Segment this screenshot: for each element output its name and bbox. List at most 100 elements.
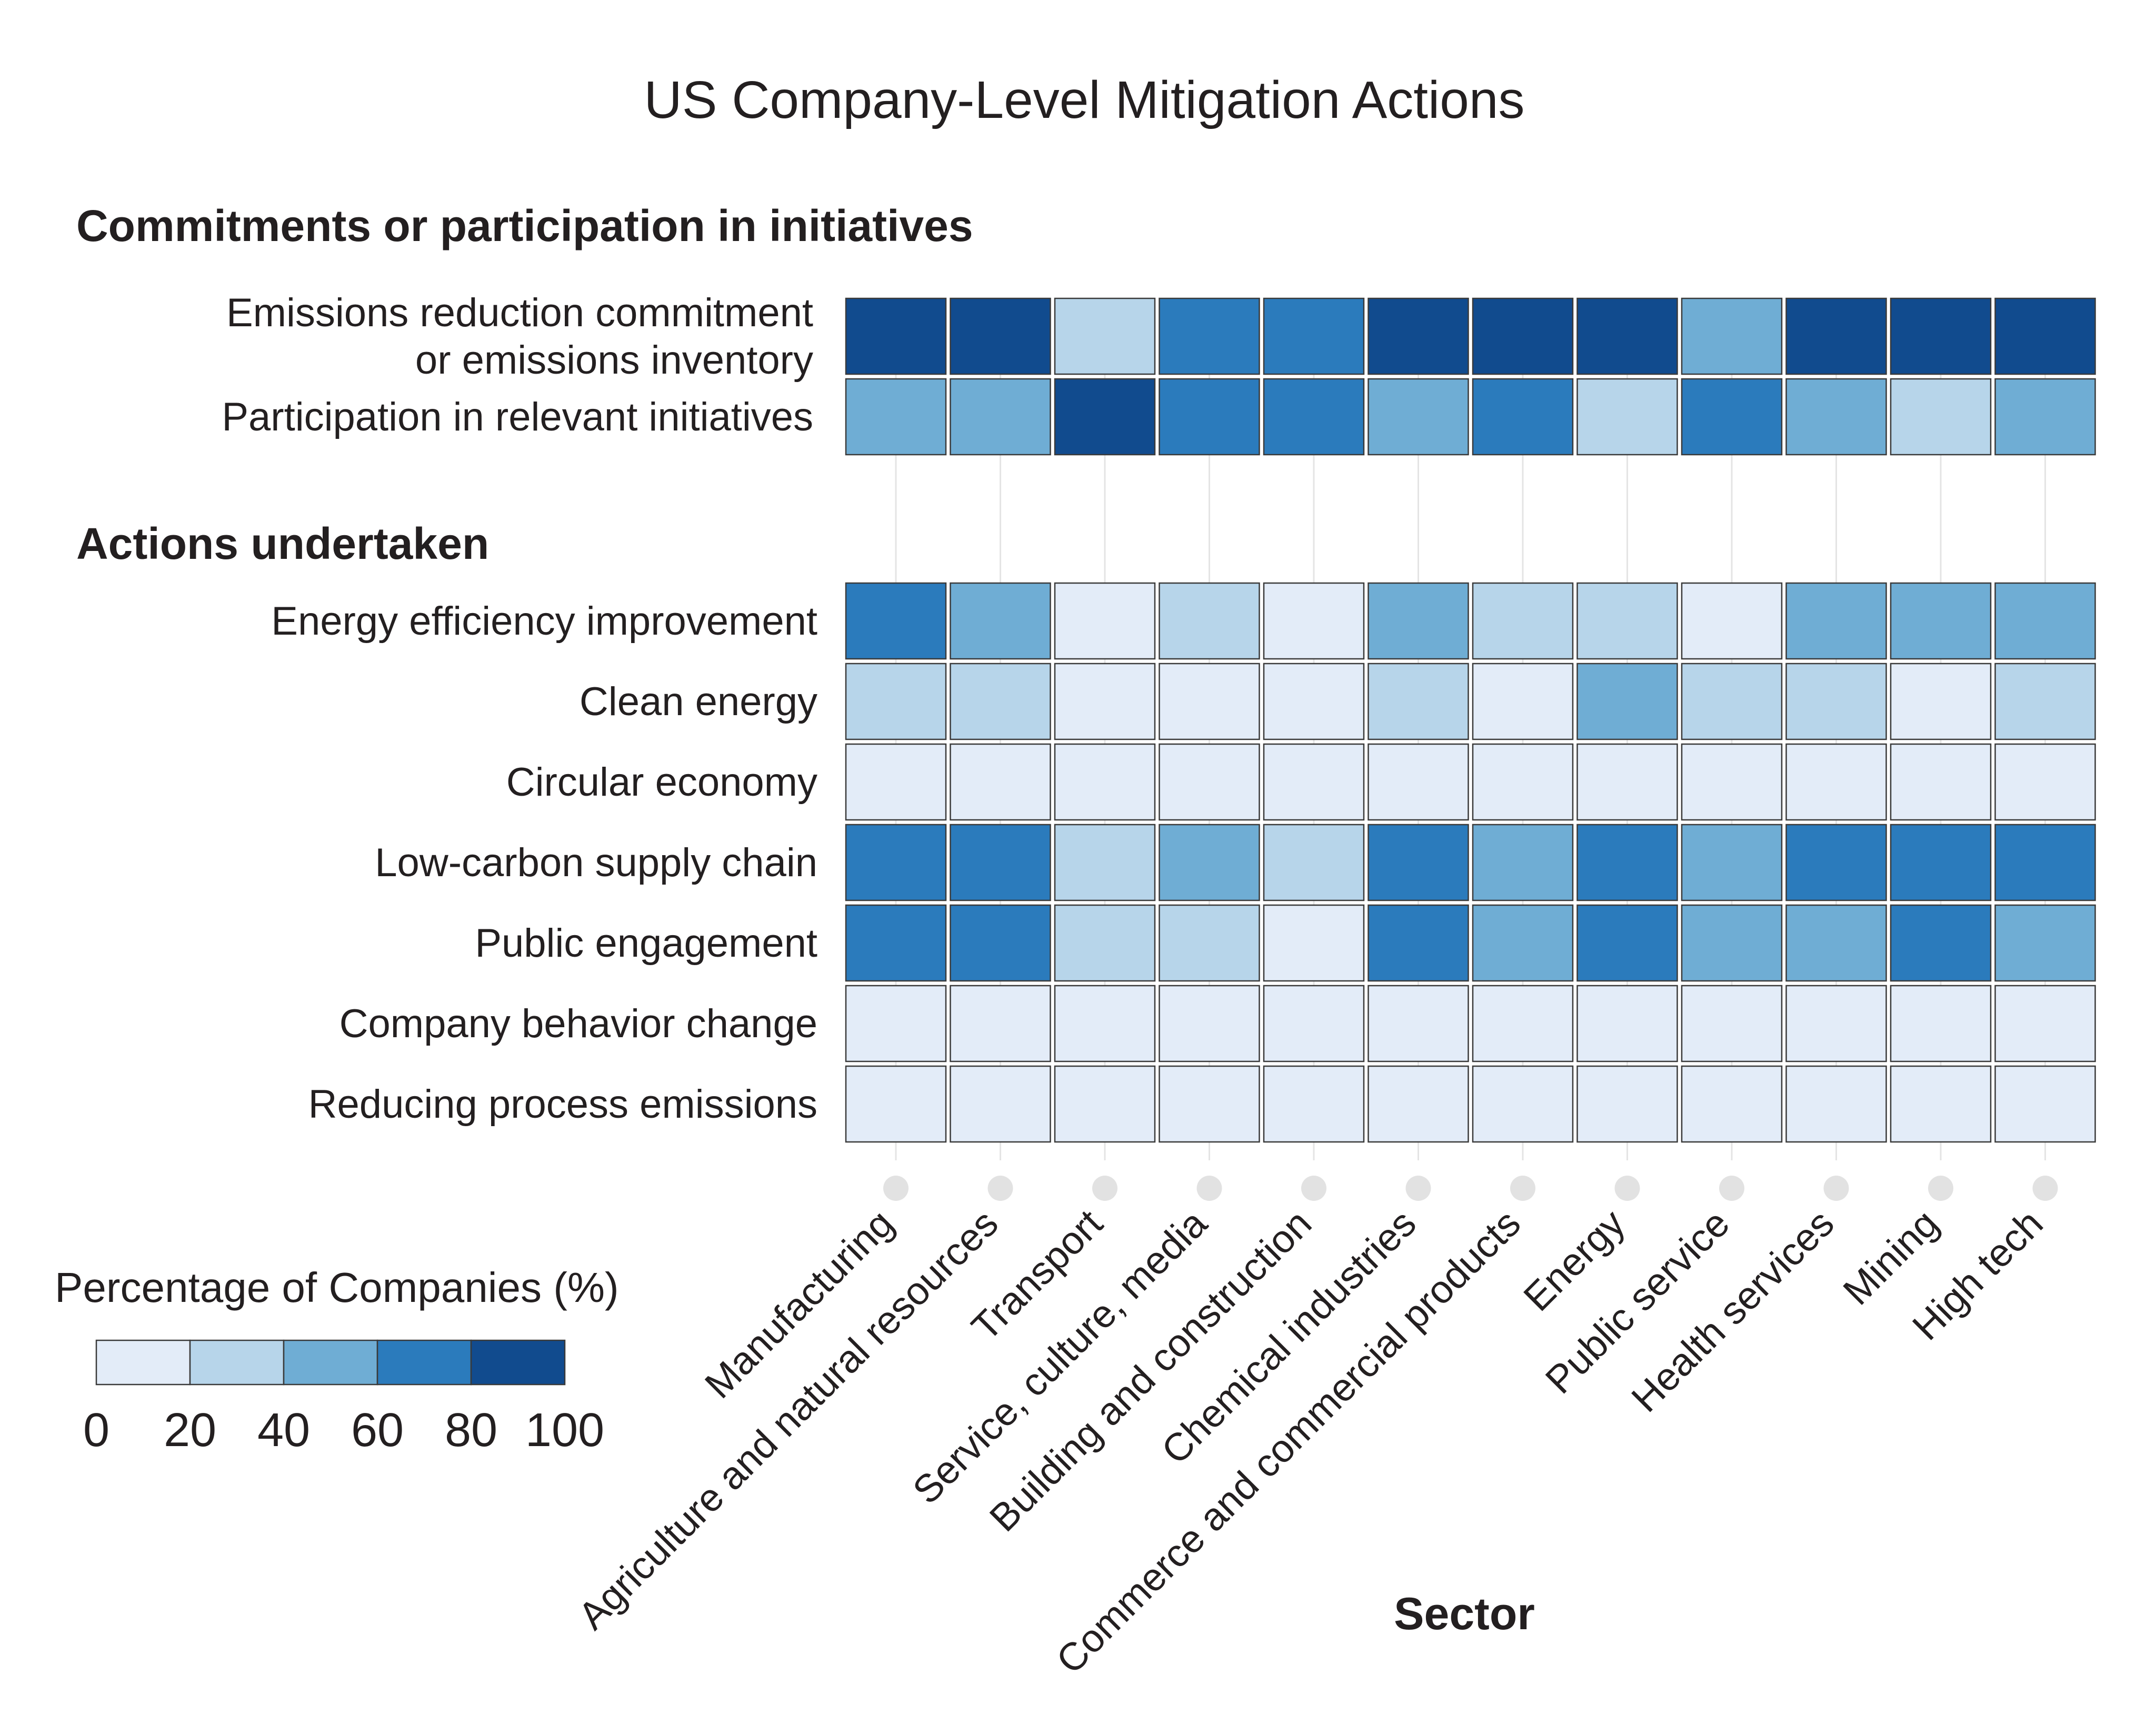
cell-energy-efficiency-improvement-service-culture-media [1159,582,1260,660]
cell-public-engagement-commerce-and-commercial-products [1472,904,1574,982]
legend-tick-60: 60 [351,1404,404,1457]
cell-low-carbon-supply-chain-mining [1890,824,1992,901]
cell-public-engagement-building-and-construction [1263,904,1365,982]
column-marker-public-service [1719,1176,1744,1201]
cell-reducing-process-emissions-mining [1890,1065,1992,1143]
cell-company-behavior-change-health-services [1785,985,1887,1062]
cell-circular-economy-transport [1054,743,1156,821]
color-legend: Percentage of Companies (%) 0 20 40 60 80 100 [55,1264,619,1457]
row-label-clean-energy: Clean energy [580,679,817,724]
cell-low-carbon-supply-chain-chemical-industries [1368,824,1469,901]
column-marker-health-services [1823,1176,1849,1201]
cell-reducing-process-emissions-public-service [1681,1065,1783,1143]
cell-reducing-process-emissions-commerce-and-commercial-products [1472,1065,1574,1143]
cell-reducing-process-emissions-high-tech [1994,1065,2096,1143]
cell-reducing-process-emissions-service-culture-media [1159,1065,1260,1143]
cell-low-carbon-supply-chain-manufacturing [845,824,947,901]
cell-clean-energy-building-and-construction [1263,663,1365,740]
cell-clean-energy-transport [1054,663,1156,740]
cell-emissions-reduction-commitment-or-emissions-inventory-commerce-and-commercial-products [1472,297,1574,375]
legend-tick-80: 80 [445,1404,497,1457]
cell-public-engagement-manufacturing [845,904,947,982]
cell-company-behavior-change-public-service [1681,985,1783,1062]
cell-energy-efficiency-improvement-mining [1890,582,1992,660]
cell-circular-economy-chemical-industries [1368,743,1469,821]
cell-company-behavior-change-transport [1054,985,1156,1062]
column-marker-agriculture-and-natural-resources [987,1176,1013,1201]
cell-low-carbon-supply-chain-public-service [1681,824,1783,901]
cell-company-behavior-change-energy [1576,985,1678,1062]
cell-emissions-reduction-commitment-or-emissions-inventory-service-culture-media [1159,297,1260,375]
cell-company-behavior-change-agriculture-and-natural-resources [950,985,1051,1062]
cell-low-carbon-supply-chain-high-tech [1994,824,2096,901]
cell-participation-in-relevant-initiatives-health-services [1785,378,1887,456]
cell-participation-in-relevant-initiatives-agriculture-and-natural-resources [950,378,1051,456]
cell-energy-efficiency-improvement-commerce-and-commercial-products [1472,582,1574,660]
cell-energy-efficiency-improvement-building-and-construction [1263,582,1365,660]
chart-title: US Company-Level Mitigation Actions [644,71,1525,129]
cell-participation-in-relevant-initiatives-transport [1054,378,1156,456]
cell-circular-economy-high-tech [1994,743,2096,821]
row-label-public-engagement: Public engagement [475,921,817,966]
cell-clean-energy-chemical-industries [1368,663,1469,740]
cell-public-engagement-chemical-industries [1368,904,1469,982]
cell-participation-in-relevant-initiatives-chemical-industries [1368,378,1469,456]
cell-public-engagement-public-service [1681,904,1783,982]
cell-participation-in-relevant-initiatives-commerce-and-commercial-products [1472,378,1574,456]
cell-energy-efficiency-improvement-public-service [1681,582,1783,660]
heatmap-cells [845,297,2096,1143]
legend-swatch-0-20 [95,1339,191,1386]
legend-swatch-60-80 [376,1339,472,1386]
cell-circular-economy-agriculture-and-natural-resources [950,743,1051,821]
cell-public-engagement-health-services [1785,904,1887,982]
row-label-circular-economy: Circular economy [506,760,817,805]
cell-energy-efficiency-improvement-chemical-industries [1368,582,1469,660]
cell-energy-efficiency-improvement-high-tech [1994,582,2096,660]
legend-swatches [95,1339,566,1386]
cell-low-carbon-supply-chain-commerce-and-commercial-products [1472,824,1574,901]
row-label-participation-in-relevant-initiatives: Participation in relevant initiatives [222,395,813,439]
cell-public-engagement-agriculture-and-natural-resources [950,904,1051,982]
cell-emissions-reduction-commitment-or-emissions-inventory-agriculture-and-natural-resources [950,297,1051,375]
legend-ticks: 0 20 40 60 80 100 [83,1404,604,1457]
cell-energy-efficiency-improvement-agriculture-and-natural-resources [950,582,1051,660]
cell-circular-economy-public-service [1681,743,1783,821]
cell-energy-efficiency-improvement-manufacturing [845,582,947,660]
cell-emissions-reduction-commitment-or-emissions-inventory-building-and-construction [1263,297,1365,375]
cell-circular-economy-mining [1890,743,1992,821]
row-label-emissions-reduction-commitment-or-emissions-inventory-line-2: or emissions inventory [415,338,813,383]
cell-company-behavior-change-chemical-industries [1368,985,1469,1062]
cell-clean-energy-commerce-and-commercial-products [1472,663,1574,740]
cell-low-carbon-supply-chain-transport [1054,824,1156,901]
cell-low-carbon-supply-chain-agriculture-and-natural-resources [950,824,1051,901]
cell-participation-in-relevant-initiatives-high-tech [1994,378,2096,456]
cell-energy-efficiency-improvement-health-services [1785,582,1887,660]
cell-emissions-reduction-commitment-or-emissions-inventory-manufacturing [845,297,947,375]
column-marker-energy [1614,1176,1640,1201]
legend-tick-20: 20 [164,1404,216,1457]
cell-public-engagement-service-culture-media [1159,904,1260,982]
cell-participation-in-relevant-initiatives-energy [1576,378,1678,456]
cell-company-behavior-change-commerce-and-commercial-products [1472,985,1574,1062]
row-label-company-behavior-change: Company behavior change [340,1001,817,1046]
cell-company-behavior-change-service-culture-media [1159,985,1260,1062]
column-marker-service-culture-media [1196,1176,1222,1201]
cell-clean-energy-manufacturing [845,663,947,740]
legend-tick-0: 0 [83,1404,109,1457]
column-marker-chemical-industries [1405,1176,1431,1201]
legend-swatch-80-100 [470,1339,566,1386]
cell-participation-in-relevant-initiatives-building-and-construction [1263,378,1365,456]
section-heading-commitments: Commitments or participation in initiati… [76,201,973,250]
cell-circular-economy-health-services [1785,743,1887,821]
column-marker-transport [1092,1176,1117,1201]
cell-clean-energy-high-tech [1994,663,2096,740]
x-axis-label: Sector [1394,1589,1535,1639]
section-heading-actions: Actions undertaken [76,519,489,568]
cell-emissions-reduction-commitment-or-emissions-inventory-mining [1890,297,1992,375]
cell-reducing-process-emissions-manufacturing [845,1065,947,1143]
cell-reducing-process-emissions-energy [1576,1065,1678,1143]
cell-clean-energy-public-service [1681,663,1783,740]
row-label-energy-efficiency-improvement: Energy efficiency improvement [271,599,817,644]
